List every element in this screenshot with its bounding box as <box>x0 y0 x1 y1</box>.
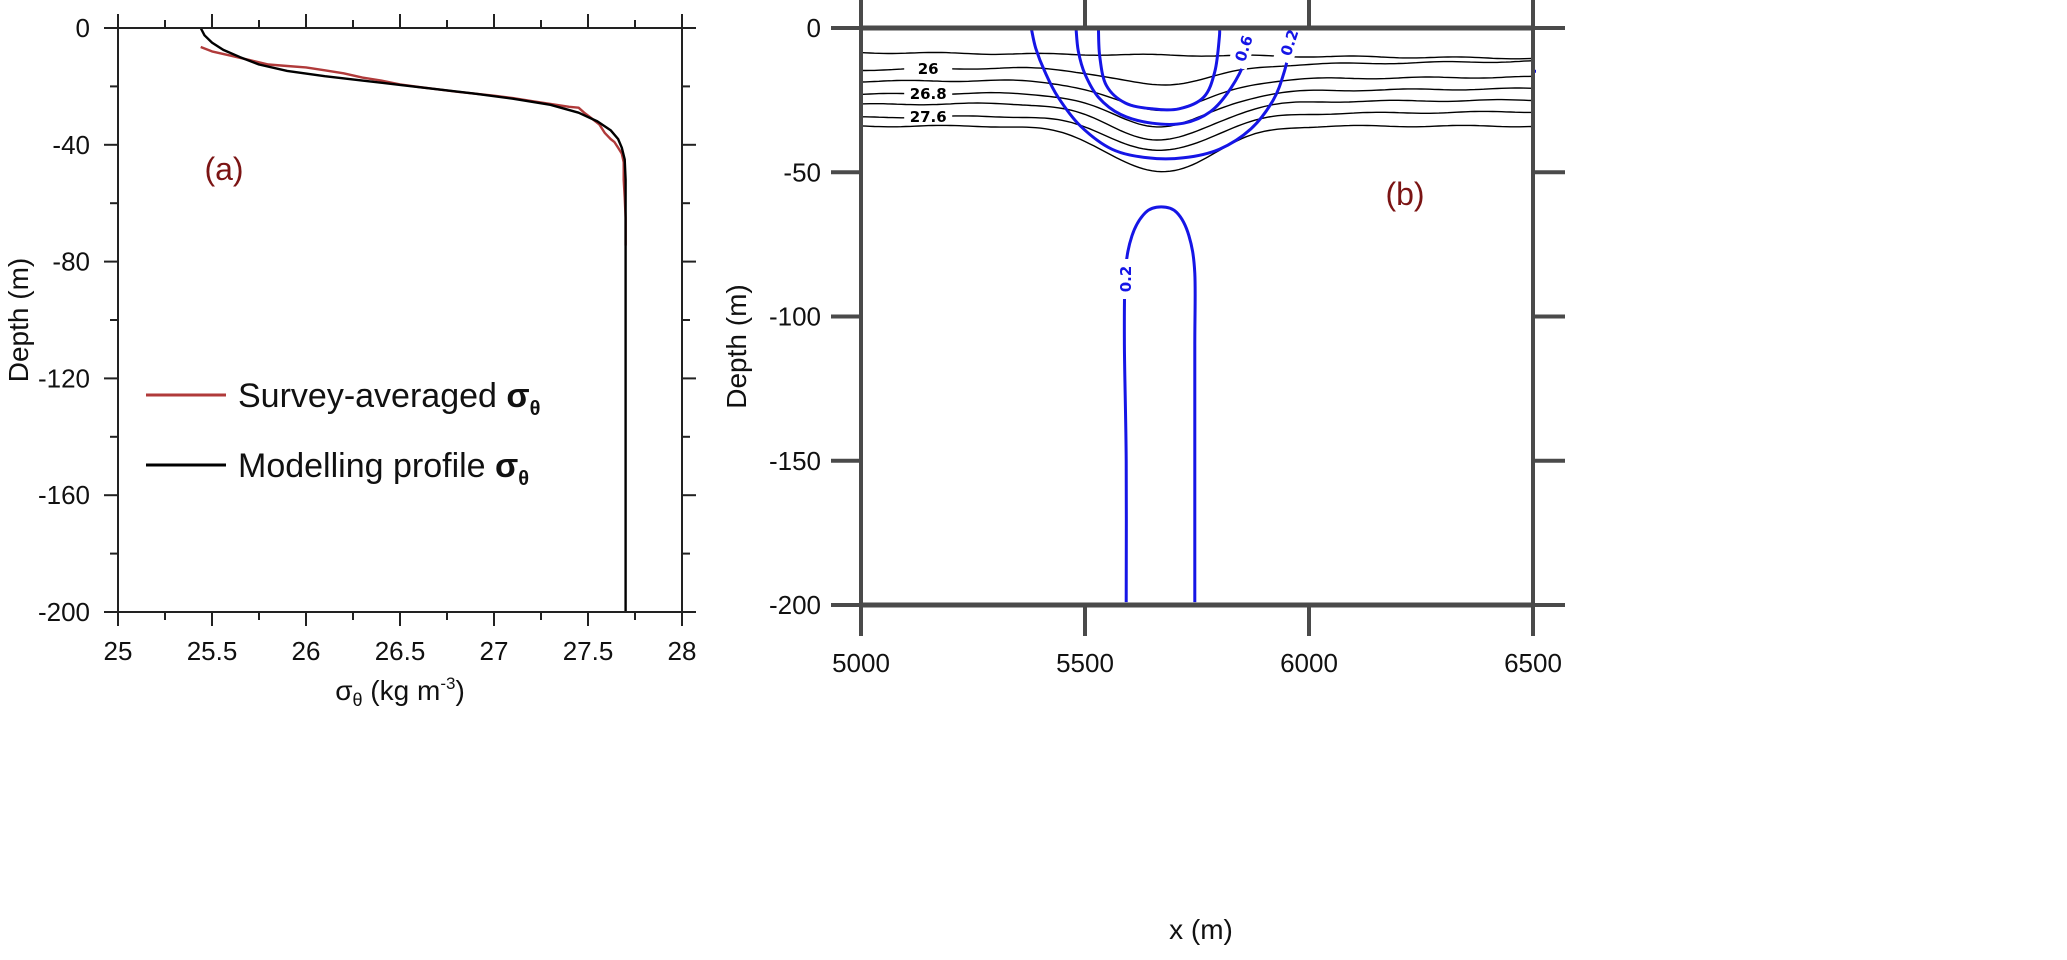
x-tick-label: 27.5 <box>563 636 614 666</box>
x-title-symbol: σ <box>335 675 352 706</box>
density-contour <box>860 98 1534 141</box>
panel-b-frame <box>831 0 1565 636</box>
velocity-label-group: 0.2 <box>1114 259 1135 299</box>
density-contour <box>860 87 1534 128</box>
legend-survey-label: Survey-averaged σθ <box>238 377 540 420</box>
density-contour-label: 26 <box>918 60 939 78</box>
x-title-unit: (kg m <box>363 675 441 706</box>
density-contour <box>861 60 1534 86</box>
x-tick-label: 26.5 <box>375 636 426 666</box>
x-tick-label: 25.5 <box>187 636 238 666</box>
panel-b-chart: 26 26.8 27.6 0.6 0.2 0.2 5000 5500 6000 6500 0 -5… <box>721 0 1565 945</box>
y-tick-label: -50 <box>783 157 821 187</box>
density-contour <box>861 110 1533 151</box>
y-tick-label: -160 <box>38 480 90 510</box>
panel-a-tick-labels: 25 25.5 26 26.5 27 27.5 28 0 -40 -80 -120 -160 -200 <box>38 13 697 666</box>
y-tick-label: -200 <box>38 597 90 627</box>
velocity-contour-label: 0.2 <box>1117 266 1135 293</box>
panel-b-label: (b) <box>1385 176 1424 212</box>
panel-a-legend: Survey-averaged σθ Modelling profile σθ <box>146 377 540 490</box>
y-tick-label: -40 <box>52 130 90 160</box>
velocity-label-bg <box>1227 26 1259 71</box>
x-tick-label: 5000 <box>832 648 890 678</box>
panel-a-x-axis-title: σθ (kg m-3) <box>335 674 465 710</box>
panel-b-y-axis-title: Depth (m) <box>721 284 752 408</box>
velocity-contour <box>1122 205 1197 603</box>
modelling-profile-line <box>199 27 627 612</box>
density-contour <box>860 124 1534 173</box>
x-tick-label: 6500 <box>1504 648 1562 678</box>
contour-label-bg <box>904 107 953 126</box>
panel-a-ticks <box>104 14 696 626</box>
panel-b-x-axis-title: x (m) <box>1169 914 1233 945</box>
survey-averaged-line <box>200 45 627 246</box>
panel-a-label: (a) <box>204 151 243 187</box>
panel-b-velocity-contours: 0.6 0.2 0.2 <box>1029 20 1536 603</box>
x-title-close: ) <box>455 675 464 706</box>
panel-a-frame <box>117 27 683 613</box>
x-title-subscript: θ <box>353 690 363 710</box>
panel-a-y-axis-title: Depth (m) <box>3 258 34 382</box>
x-tick-label: 27 <box>480 636 509 666</box>
density-contour <box>860 51 1534 60</box>
legend-model-symbol: σ <box>495 447 518 485</box>
velocity-contour <box>1074 27 1253 126</box>
velocity-label-bg <box>1114 259 1135 299</box>
y-tick-label: 0 <box>807 13 821 43</box>
legend-survey-symbol: σ <box>506 377 529 415</box>
velocity-label-group: 0.6 <box>1227 26 1259 71</box>
panel-a-chart: 25 25.5 26 26.5 27 27.5 280-40-80-120-160-200 … <box>3 13 696 710</box>
contour-label-bg <box>904 84 953 103</box>
x-title-superscript: -3 <box>440 674 455 693</box>
legend-survey-subscript: θ <box>530 398 541 420</box>
density-contour-label: 27.6 <box>910 108 947 126</box>
y-tick-label: 0 <box>76 13 90 43</box>
panel-b-tick-labels: 5000 5500 6000 6500 0 -50 -100 -150 -200 <box>769 13 1562 678</box>
x-tick-label: 5500 <box>1056 648 1114 678</box>
panel-b-density-contours: 26 26.8 27.6 <box>860 51 1534 173</box>
velocity-contour <box>1096 27 1222 112</box>
contour-label-bg <box>904 59 953 78</box>
y-tick-label: -150 <box>769 446 821 476</box>
legend-model-label: Modelling profile σθ <box>238 447 529 490</box>
x-tick-label: 6000 <box>1280 648 1338 678</box>
y-tick-label: -200 <box>769 590 821 620</box>
velocity-contour <box>1029 27 1293 161</box>
x-tick-label: 25 <box>104 636 133 666</box>
legend-survey-text: Survey-averaged <box>238 377 506 415</box>
velocity-label-bg <box>1273 20 1305 65</box>
legend-model-text: Modelling profile <box>238 447 495 485</box>
x-tick-label: 26 <box>292 636 321 666</box>
density-contour-label: 26.8 <box>910 85 947 103</box>
y-tick-label: -80 <box>52 247 90 277</box>
legend-model-subscript: θ <box>518 468 529 490</box>
y-tick-label: -120 <box>38 363 90 393</box>
panel-a-series <box>199 27 627 612</box>
velocity-contour-label: 0.6 <box>1231 33 1256 64</box>
x-tick-label: 28 <box>668 636 697 666</box>
y-tick-label: -100 <box>769 302 821 332</box>
velocity-contour-label: 0.2 <box>1277 27 1302 58</box>
